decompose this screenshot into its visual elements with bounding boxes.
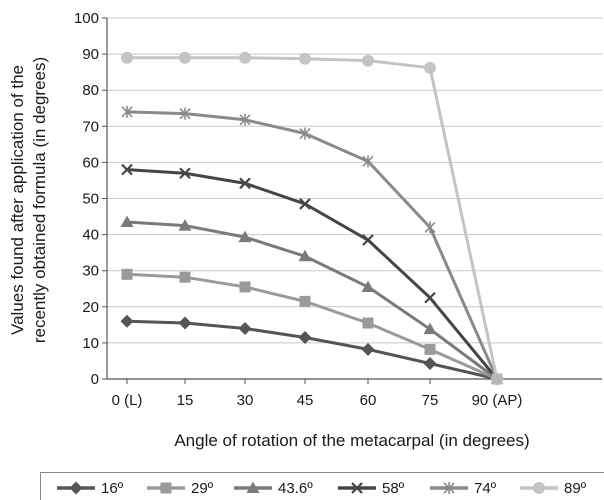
data-point-1-5: [424, 343, 436, 355]
data-point-1-1: [179, 271, 191, 283]
y-tick-label-6: 60: [82, 154, 99, 171]
series-2: [120, 215, 504, 384]
data-point-2-1: [178, 219, 192, 231]
data-point-4-5: [424, 221, 436, 234]
series-4: [121, 105, 503, 385]
data-point-2-0: [120, 215, 134, 227]
series-5: [121, 51, 503, 385]
legend-label-3: 58º: [382, 480, 405, 497]
y-tick-label-7: 70: [82, 118, 99, 135]
legend: 16º 29º 43.6º 58º 74º 89º: [57, 480, 587, 497]
data-point-3-3: [299, 198, 311, 210]
data-point-4-1: [179, 107, 191, 120]
y-tick-label-5: 50: [82, 191, 99, 208]
x-tick-label-1: 15: [177, 392, 194, 409]
legend-item-4: 74º: [430, 480, 497, 497]
legend-label-0: 16º: [101, 480, 124, 497]
data-point-5-3: [299, 52, 311, 65]
data-point-2-3: [298, 249, 312, 262]
y-axis-title-line-2: recently obtained formula (in degrees): [30, 57, 49, 343]
legend-marker-1: [160, 482, 172, 494]
data-point-3-5: [424, 291, 436, 304]
y-tick-label-8: 80: [82, 82, 99, 99]
data-point-0-0: [120, 314, 134, 328]
data-point-2-2: [238, 230, 252, 243]
data-point-1-4: [362, 317, 374, 329]
grid-lines: [107, 17, 602, 380]
y-tick-label-4: 40: [82, 227, 99, 244]
legend-marker-5: [533, 482, 545, 494]
y-axis-title-line-1: Values found after application of the: [8, 65, 27, 335]
x-tick-label-4: 60: [360, 392, 377, 409]
legend-label-1: 29º: [191, 480, 214, 497]
data-point-0-5: [423, 356, 437, 370]
data-point-3-0: [121, 163, 133, 176]
data-point-2-5: [423, 322, 437, 335]
legend-item-2: 43.6º: [234, 480, 313, 497]
y-tick-label-3: 30: [82, 263, 99, 280]
series-3: [121, 163, 503, 385]
x-tick-label-3: 45: [297, 392, 314, 409]
x-tick-label-0: 0 (L): [112, 392, 143, 409]
data-series: [120, 51, 504, 386]
data-point-4-3: [299, 127, 311, 140]
data-point-5-4: [362, 54, 374, 67]
data-point-3-1: [179, 167, 191, 180]
data-point-5-1: [179, 51, 191, 64]
data-point-4-2: [239, 113, 251, 126]
data-point-2-4: [361, 280, 375, 292]
data-point-5-2: [239, 51, 251, 64]
legend-label-5: 89º: [564, 480, 587, 497]
data-point-0-2: [238, 321, 252, 335]
y-tick-label-9: 90: [82, 46, 99, 63]
x-tick-label-6: 90 (AP): [472, 392, 523, 409]
series-line-0: [126, 319, 498, 381]
data-point-4-4: [362, 155, 374, 168]
data-point-0-1: [178, 316, 192, 330]
data-point-5-5: [424, 61, 436, 74]
legend-marker-4: [443, 482, 455, 494]
series-0: [120, 314, 504, 386]
legend-marker-3: [351, 482, 363, 494]
legend-box: [40, 472, 604, 500]
data-point-3-4: [362, 234, 374, 246]
legend-label-2: 43.6º: [278, 480, 313, 497]
y-tick-labels: 0 10 20 30 40 50 60 70 80 90 100: [74, 10, 99, 388]
data-point-4-0: [121, 105, 133, 118]
x-tick-label-5: 75: [422, 392, 439, 409]
legend-item-1: 29º: [147, 480, 214, 497]
y-axis-title: Values found after application of the re…: [8, 57, 49, 343]
x-tick-labels: 0 (L) 15 30 45 60 75 90 (AP): [112, 392, 523, 409]
data-point-0-4: [361, 342, 375, 356]
y-tick-label-1: 10: [82, 335, 99, 352]
y-tick-label-0: 0: [91, 371, 99, 388]
data-point-0-3: [298, 330, 312, 344]
data-point-3-2: [239, 177, 251, 190]
data-point-5-0: [121, 51, 133, 64]
series-line-5: [127, 56, 499, 380]
legend-item-0: 16º: [57, 480, 124, 497]
axes: [102, 17, 602, 384]
y-tick-label-10: 100: [74, 10, 99, 27]
legend-marker-0: [69, 481, 83, 495]
legend-label-4: 74º: [474, 480, 497, 497]
y-tick-label-2: 20: [82, 299, 99, 316]
data-point-1-2: [239, 281, 251, 293]
data-point-1-0: [121, 268, 133, 280]
legend-item-5: 89º: [520, 480, 587, 497]
legend-marker-2: [246, 481, 260, 493]
legend-item-3: 58º: [338, 480, 405, 497]
x-axis-title: Angle of rotation of the metacarpal (in …: [174, 431, 529, 450]
data-point-5-6: [491, 373, 503, 385]
data-point-1-3: [299, 295, 311, 307]
x-tick-label-2: 30: [237, 392, 254, 409]
